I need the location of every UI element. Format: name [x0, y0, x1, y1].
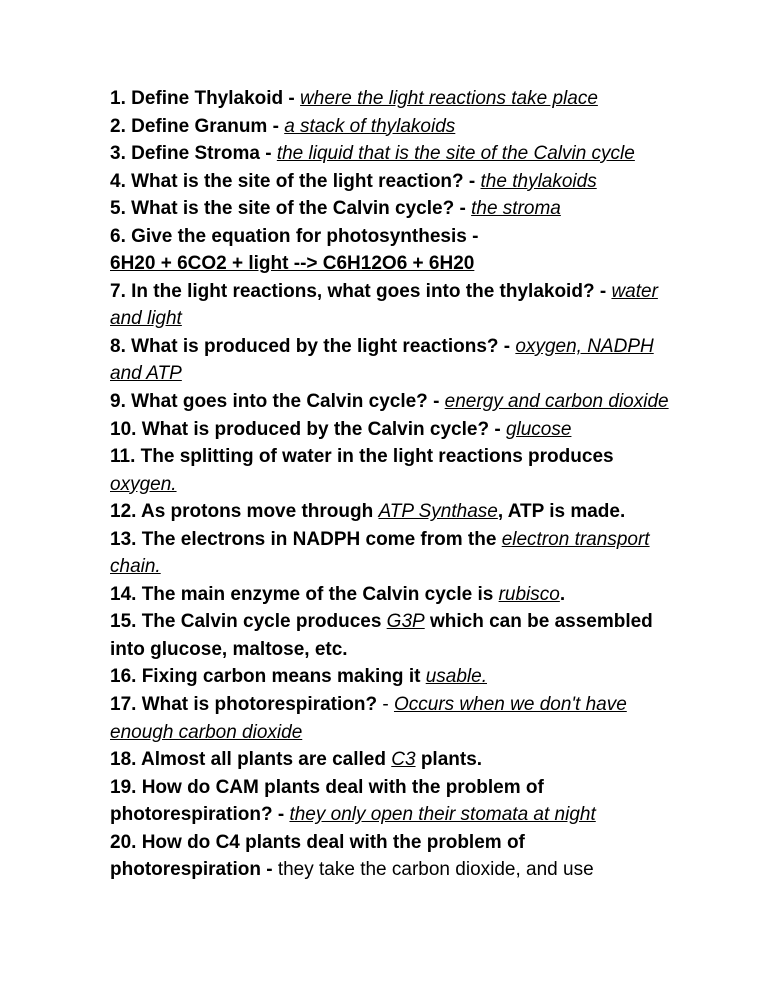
- question-text: 6. Give the equation for photosynthesis …: [110, 226, 478, 247]
- qa-line: 12. As protons move through ATP Synthase…: [110, 498, 673, 526]
- answer-text: the liquid that is the site of the Calvi…: [277, 143, 635, 164]
- answer-text: energy and carbon dioxide: [445, 391, 669, 412]
- question-text: 11. The splitting of water in the light …: [110, 446, 614, 467]
- question-text: 1. Define Thylakoid -: [110, 88, 300, 109]
- question-text: 13. The electrons in NADPH come from the: [110, 529, 502, 550]
- question-text: 9. What goes into the Calvin cycle? -: [110, 391, 445, 412]
- qa-line: 13. The electrons in NADPH come from the…: [110, 526, 673, 581]
- qa-line: 19. How do CAM plants deal with the prob…: [110, 774, 673, 829]
- question-text: 10. What is produced by the Calvin cycle…: [110, 419, 506, 440]
- question-text: 16. Fixing carbon means making it: [110, 666, 426, 687]
- plain-text: they take the carbon dioxide, and use: [278, 859, 594, 880]
- question-text: 4. What is the site of the light reactio…: [110, 171, 481, 192]
- document-page: 1. Define Thylakoid - where the light re…: [0, 0, 768, 924]
- question-text: 8. What is produced by the light reactio…: [110, 336, 515, 357]
- question-text: 15. The Calvin cycle produces: [110, 611, 387, 632]
- qa-line: 8. What is produced by the light reactio…: [110, 333, 673, 388]
- question-text: 14. The main enzyme of the Calvin cycle …: [110, 584, 499, 605]
- answer-text: C3: [391, 749, 415, 770]
- question-text: 17. What is photorespiration?: [110, 694, 377, 715]
- qa-line: 5. What is the site of the Calvin cycle?…: [110, 195, 673, 223]
- tail-text: , ATP is made.: [498, 501, 625, 522]
- qa-line: 1. Define Thylakoid - where the light re…: [110, 85, 673, 113]
- qa-line: 9. What goes into the Calvin cycle? - en…: [110, 388, 673, 416]
- answer-text: rubisco: [499, 584, 560, 605]
- answer-text: where the light reactions take place: [300, 88, 598, 109]
- question-text: 3. Define Stroma -: [110, 143, 277, 164]
- qa-line: 15. The Calvin cycle produces G3P which …: [110, 608, 673, 663]
- qa-line: 18. Almost all plants are called C3 plan…: [110, 746, 673, 774]
- answer-text: they only open their stomata at night: [289, 804, 595, 825]
- question-text: 7. In the light reactions, what goes int…: [110, 281, 611, 302]
- tail-text: .: [560, 584, 565, 605]
- tail-text: plants.: [416, 749, 483, 770]
- separator: -: [377, 694, 394, 715]
- answer-text: the stroma: [471, 198, 561, 219]
- qa-line: 7. In the light reactions, what goes int…: [110, 278, 673, 333]
- qa-line: 11. The splitting of water in the light …: [110, 443, 673, 498]
- answer-text: G3P: [387, 611, 425, 632]
- qa-line: 20. How do C4 plants deal with the probl…: [110, 829, 673, 884]
- answer-text: glucose: [506, 419, 572, 440]
- question-text: 12. As protons move through: [110, 501, 379, 522]
- answer-text: ATP Synthase: [379, 501, 498, 522]
- qa-line: 6H20 + 6CO2 + light --> C6H12O6 + 6H20: [110, 250, 673, 278]
- qa-line: 10. What is produced by the Calvin cycle…: [110, 416, 673, 444]
- question-text: 18. Almost all plants are called: [110, 749, 391, 770]
- qa-line: 3. Define Stroma - the liquid that is th…: [110, 140, 673, 168]
- qa-line: 6. Give the equation for photosynthesis …: [110, 223, 673, 251]
- qa-line: 2. Define Granum - a stack of thylakoids: [110, 113, 673, 141]
- question-text: 2. Define Granum -: [110, 116, 284, 137]
- question-text: 5. What is the site of the Calvin cycle?…: [110, 198, 471, 219]
- answer-text: the thylakoids: [481, 171, 597, 192]
- qa-line: 16. Fixing carbon means making it usable…: [110, 663, 673, 691]
- qa-line: 4. What is the site of the light reactio…: [110, 168, 673, 196]
- qa-line: 17. What is photorespiration? - Occurs w…: [110, 691, 673, 746]
- answer-text: oxygen.: [110, 474, 177, 495]
- answer-text: usable.: [426, 666, 487, 687]
- qa-line: 14. The main enzyme of the Calvin cycle …: [110, 581, 673, 609]
- full-line: 6H20 + 6CO2 + light --> C6H12O6 + 6H20: [110, 253, 474, 274]
- answer-text: a stack of thylakoids: [284, 116, 455, 137]
